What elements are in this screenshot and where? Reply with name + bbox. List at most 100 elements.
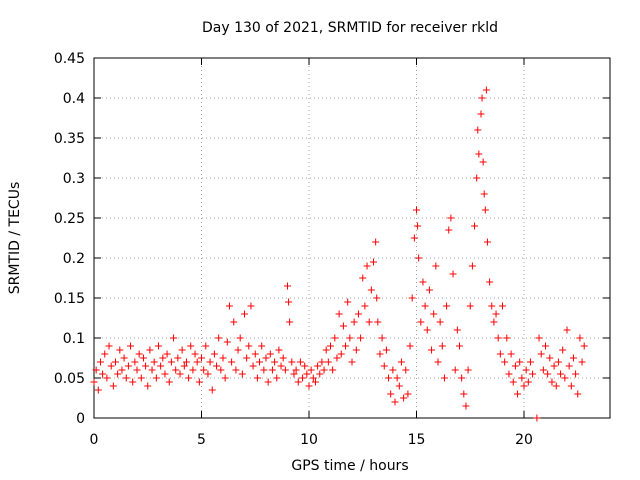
data-point — [466, 302, 474, 310]
y-tick-label: 0.4 — [63, 91, 85, 107]
data-point — [327, 342, 334, 350]
data-point — [139, 354, 147, 362]
data-point — [572, 370, 580, 378]
data-point — [90, 378, 98, 386]
data-point — [430, 310, 438, 318]
data-point — [509, 378, 517, 386]
data-point — [94, 386, 102, 394]
data-point — [234, 346, 242, 354]
y-tick-label: 0.2 — [63, 251, 85, 267]
data-point — [436, 318, 444, 326]
data-point — [217, 366, 225, 374]
data-point — [251, 350, 259, 358]
data-point — [518, 374, 526, 382]
data-point — [569, 354, 577, 362]
data-point — [374, 318, 382, 326]
data-point — [348, 358, 356, 366]
data-point — [522, 366, 530, 374]
data-point — [370, 258, 377, 266]
data-point — [127, 342, 135, 350]
data-point — [468, 262, 476, 270]
data-point — [344, 298, 352, 306]
data-point — [539, 366, 547, 374]
data-point — [483, 238, 491, 246]
data-point — [561, 374, 569, 382]
data-point — [131, 358, 139, 366]
y-tick-label: 0 — [76, 411, 85, 427]
data-point — [311, 378, 319, 386]
data-point — [245, 342, 253, 350]
data-point — [159, 354, 167, 362]
data-point — [129, 378, 137, 386]
data-point — [486, 278, 494, 286]
data-point — [193, 358, 201, 366]
data-point — [223, 338, 231, 346]
data-point — [458, 374, 466, 382]
data-point — [253, 374, 261, 382]
data-point — [204, 370, 212, 378]
data-point — [550, 362, 558, 370]
data-point — [275, 346, 283, 354]
data-point — [410, 234, 418, 242]
data-point — [542, 342, 549, 350]
data-point — [146, 346, 154, 354]
data-point — [415, 254, 423, 262]
data-point — [359, 274, 367, 282]
data-point — [516, 358, 524, 366]
x-axis-label: GPS time / hours — [291, 458, 408, 474]
data-point — [363, 262, 371, 270]
data-point — [187, 342, 195, 350]
data-point — [122, 374, 130, 382]
data-point — [482, 86, 490, 94]
data-point — [103, 374, 111, 382]
data-point — [421, 302, 429, 310]
data-point — [202, 342, 210, 350]
data-point — [507, 350, 515, 358]
data-point — [215, 334, 223, 342]
data-point — [488, 302, 496, 310]
y-tick-label: 0.15 — [54, 291, 85, 307]
data-point — [133, 366, 141, 374]
data-point — [453, 326, 461, 334]
data-point — [268, 366, 276, 374]
x-tick-label: 10 — [300, 432, 318, 448]
data-point — [290, 370, 298, 378]
data-point — [380, 362, 388, 370]
data-point — [406, 342, 414, 350]
x-tick-label: 20 — [515, 432, 533, 448]
data-point — [425, 286, 433, 294]
data-point — [241, 310, 248, 318]
x-tick-label: 0 — [90, 432, 99, 448]
data-point — [496, 350, 504, 358]
data-point — [492, 310, 500, 318]
data-point — [264, 378, 272, 386]
data-point — [288, 358, 296, 366]
data-point — [286, 318, 294, 326]
data-point — [552, 382, 560, 390]
data-point — [514, 390, 522, 398]
data-point — [144, 382, 152, 390]
data-point — [408, 294, 416, 302]
data-point — [331, 334, 339, 342]
data-point — [277, 362, 285, 370]
chart-title: Day 130 of 2021, SRMTID for receiver rkl… — [202, 20, 498, 36]
data-point — [213, 362, 221, 370]
data-point — [385, 374, 393, 382]
data-point — [520, 382, 528, 390]
data-point — [554, 358, 562, 366]
y-tick-label: 0.25 — [54, 211, 85, 227]
data-point — [182, 358, 190, 366]
data-point — [462, 402, 470, 410]
data-point — [118, 366, 126, 374]
data-point — [180, 362, 188, 370]
data-point — [501, 358, 509, 366]
data-point — [105, 342, 113, 350]
data-point — [438, 342, 446, 350]
data-point — [228, 358, 236, 366]
data-point — [397, 358, 405, 366]
data-point — [478, 94, 486, 102]
data-point — [378, 334, 386, 342]
data-point — [339, 322, 347, 330]
data-point — [490, 318, 498, 326]
data-point — [445, 226, 453, 234]
